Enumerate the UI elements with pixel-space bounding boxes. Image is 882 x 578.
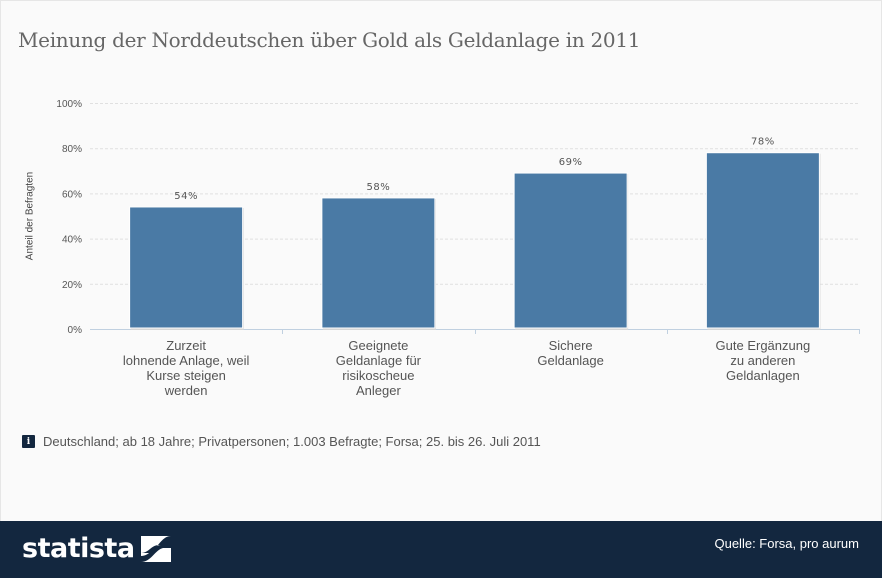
bar (129, 206, 244, 329)
category-label-line: Geldanlagen (726, 368, 800, 383)
note-text: Deutschland; ab 18 Jahre; Privatpersonen… (43, 434, 541, 449)
source-text: Quelle: Forsa, pro aurum (714, 536, 859, 551)
category-label-line: risikoscheue (342, 368, 415, 383)
category-label-line: Sichere (548, 338, 593, 353)
y-tick-label: 40% (62, 235, 82, 246)
category-label-line: Kurse steigen (146, 368, 226, 383)
bar (705, 152, 820, 329)
y-tick-label: 0% (68, 325, 83, 336)
y-tick-label: 80% (62, 144, 82, 155)
footer: statista Quelle: Forsa, pro aurum (0, 521, 882, 578)
bar-chart: 0% 20% 40% 60% 80% 100% 54% 58% 69% 78% (56, 99, 860, 336)
y-tick-label: 20% (62, 280, 82, 291)
category-label-line: Anleger (355, 383, 401, 398)
chart-note: i Deutschland; ab 18 Jahre; Privatperson… (22, 434, 541, 449)
data-label: 54% (174, 191, 198, 202)
chart-title: Meinung der Norddeutschen über Gold als … (18, 28, 641, 52)
category-label-line: Geldanlage für (335, 353, 422, 368)
category-label-line: Geldanlage (537, 353, 604, 368)
category-label-line: lohnende Anlage, weil (122, 353, 250, 368)
statista-logo-mark-icon (140, 535, 171, 562)
category-label-line: Zurzeit (166, 338, 206, 353)
x-category-label: Geeignete Geldanlage für risikoscheue Anleg… (313, 338, 443, 398)
category-label-line: werden (164, 383, 208, 398)
y-tick-label: 100% (56, 99, 82, 110)
category-label-line: zu anderen (730, 353, 796, 368)
bar (513, 172, 628, 329)
y-tick-label: 60% (62, 189, 82, 200)
category-label-line: Geeignete (348, 338, 409, 353)
x-category-label: Sichere Geldanlage (506, 338, 636, 368)
category-label-line: Gute Ergänzung (715, 338, 811, 353)
statista-logo[interactable]: statista (22, 533, 171, 564)
data-label: 69% (559, 157, 583, 168)
data-label: 78% (751, 137, 775, 148)
x-category-label: Zurzeit lohnende Anlage, weil Kurse steige… (121, 338, 251, 398)
bar (321, 197, 436, 329)
x-category-label: Gute Ergänzung zu anderen Geldanlagen (698, 338, 828, 383)
logo-text: statista (22, 533, 135, 564)
data-label: 58% (367, 182, 391, 193)
info-icon[interactable]: i (22, 435, 35, 448)
